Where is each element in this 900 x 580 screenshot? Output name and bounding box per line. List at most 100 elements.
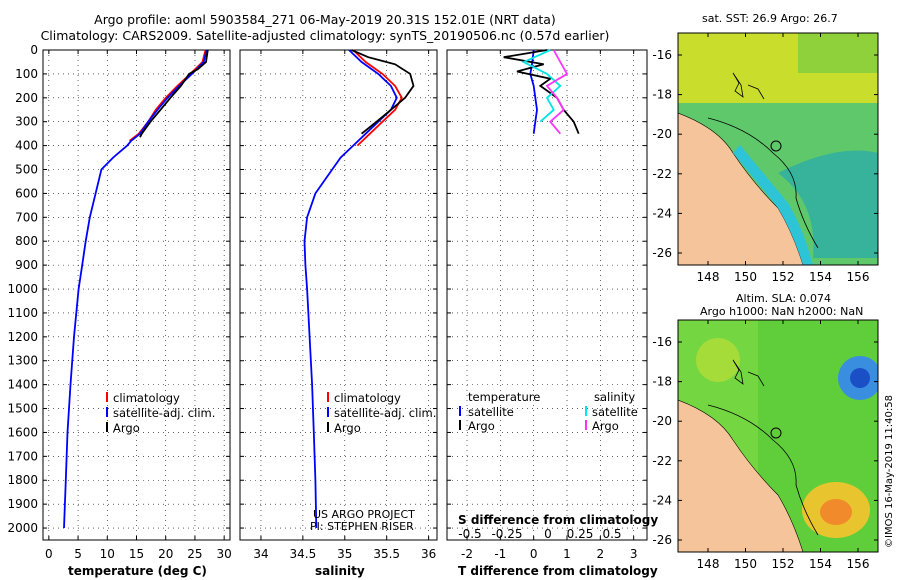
lon-tick-label: 148 bbox=[697, 557, 720, 571]
sal-legend-label: satellite-adj. clim. bbox=[334, 406, 436, 420]
lon-tick-label: 152 bbox=[772, 557, 795, 571]
diff-legend-label: Argo bbox=[592, 419, 619, 433]
series-climatology bbox=[128, 49, 207, 142]
xlabel-t-diff: T difference from climatology bbox=[458, 564, 658, 578]
diff-legend-label: satellite bbox=[468, 405, 514, 419]
x-tick-top-label: 0.5 bbox=[602, 527, 621, 541]
y-tick-label: 100 bbox=[15, 67, 38, 81]
temp-legend-label: climatology bbox=[113, 391, 180, 405]
y-tick-label: 400 bbox=[15, 139, 38, 153]
x-tick-label: 30 bbox=[217, 547, 232, 561]
sal-legend-label: climatology bbox=[334, 391, 401, 405]
x-tick-label: 10 bbox=[100, 547, 115, 561]
lon-tick-label: 150 bbox=[734, 557, 757, 571]
coastal-cool bbox=[733, 145, 813, 265]
sla-map-body bbox=[678, 320, 878, 552]
y-tick-label: 500 bbox=[15, 163, 38, 177]
y-tick-label: 1800 bbox=[7, 473, 38, 487]
lat-tick-label: -16 bbox=[652, 335, 672, 349]
y-tick-label: 1900 bbox=[7, 497, 38, 511]
y-tick-label: 1700 bbox=[7, 449, 38, 463]
y-tick-label: 900 bbox=[15, 258, 38, 272]
x-tick-label: 25 bbox=[187, 547, 202, 561]
warm-patch bbox=[798, 33, 878, 73]
diff-legend-label: satellite bbox=[592, 405, 638, 419]
y-tick-label: 300 bbox=[15, 115, 38, 129]
lon-tick-label: 148 bbox=[697, 270, 720, 284]
sla-map-title-1: Altim. SLA: 0.074 bbox=[736, 292, 832, 305]
chart-title-line2: Climatology: CARS2009. Satellite-adjuste… bbox=[40, 28, 610, 43]
shelf-contour bbox=[707, 117, 819, 249]
series-climatology bbox=[352, 49, 403, 147]
low-anomaly-core bbox=[850, 368, 870, 388]
reef-outlines bbox=[732, 72, 765, 100]
x-tick-top-label: 0 bbox=[544, 527, 552, 541]
series-argo bbox=[351, 49, 415, 135]
diff-legend-title-t: temperature bbox=[468, 390, 540, 404]
x-tick-top-label: 0.25 bbox=[567, 527, 594, 541]
x-tick-label: 36 bbox=[421, 547, 436, 561]
argo-location-marker bbox=[770, 140, 782, 152]
lat-tick-label: -22 bbox=[652, 454, 672, 468]
panel-frame-difference bbox=[446, 49, 648, 541]
y-tick-label: 700 bbox=[15, 210, 38, 224]
lon-tick-label: 156 bbox=[847, 557, 870, 571]
x-tick-label: 35 bbox=[337, 547, 352, 561]
x-tick-label: 34 bbox=[253, 547, 268, 561]
high-anomaly-core bbox=[820, 499, 852, 525]
sst-map-body bbox=[678, 33, 878, 265]
lon-tick-label: 152 bbox=[772, 270, 795, 284]
x-tick-label: -2 bbox=[461, 547, 473, 561]
lat-tick-label: -18 bbox=[652, 88, 672, 102]
lat-tick-label: -26 bbox=[652, 246, 672, 260]
lat-tick-label: -20 bbox=[652, 127, 672, 141]
lon-tick-label: 154 bbox=[809, 557, 832, 571]
cool-patch bbox=[778, 150, 878, 258]
argo-location-marker bbox=[770, 427, 782, 439]
x-tick-label: -1 bbox=[494, 547, 506, 561]
x-tick-label: 15 bbox=[129, 547, 144, 561]
temp-legend-label: Argo bbox=[113, 421, 140, 435]
land bbox=[678, 112, 804, 265]
y-tick-label: 800 bbox=[15, 234, 38, 248]
x-tick-top-label: -0.25 bbox=[491, 527, 522, 541]
annotation-pi: PI: STEPHEN RISER bbox=[310, 520, 414, 533]
series-satellite-adj-clim- bbox=[63, 49, 208, 529]
xlabel-salinity: salinity bbox=[315, 564, 365, 578]
x-tick-label: 35.5 bbox=[373, 547, 400, 561]
anomaly-nw bbox=[696, 338, 740, 382]
y-tick-label: 1100 bbox=[7, 306, 38, 320]
series-satellite-s- bbox=[521, 49, 562, 123]
xlabel-s-diff: S difference from climatology bbox=[458, 513, 658, 527]
x-tick-label: 0 bbox=[45, 547, 53, 561]
y-tick-label: 1000 bbox=[7, 282, 38, 296]
lon-tick-label: 150 bbox=[734, 270, 757, 284]
x-tick-label: 34.5 bbox=[290, 547, 317, 561]
x-tick-label: 20 bbox=[158, 547, 173, 561]
x-tick-label: 0 bbox=[530, 547, 538, 561]
lon-tick-label: 156 bbox=[847, 270, 870, 284]
shelf-contour bbox=[707, 404, 819, 536]
lat-tick-label: -18 bbox=[652, 375, 672, 389]
lat-tick-label: -24 bbox=[652, 206, 672, 220]
sst-map-title: sat. SST: 26.9 Argo: 26.7 bbox=[702, 12, 838, 25]
sla-map-frame bbox=[677, 319, 879, 553]
y-tick-label: 1600 bbox=[7, 425, 38, 439]
sal-legend-label: Argo bbox=[334, 421, 361, 435]
lon-tick-label: 154 bbox=[809, 270, 832, 284]
x-tick-label: 3 bbox=[630, 547, 638, 561]
x-tick-top-label: -0.5 bbox=[458, 527, 481, 541]
temp-legend-label: satellite-adj. clim. bbox=[113, 406, 215, 420]
sst-map-frame bbox=[677, 32, 879, 266]
lat-tick-label: -24 bbox=[652, 493, 672, 507]
x-tick-label: 5 bbox=[74, 547, 82, 561]
y-tick-label: 1200 bbox=[7, 330, 38, 344]
lat-tick-label: -26 bbox=[652, 533, 672, 547]
land bbox=[678, 399, 804, 552]
lat-tick-label: -16 bbox=[652, 48, 672, 62]
sst-map bbox=[677, 32, 879, 266]
credit-text: ©IMOS 16-May-2019 11:40:58 bbox=[884, 395, 895, 548]
y-tick-label: 1500 bbox=[7, 402, 38, 416]
x-tick-label: 1 bbox=[563, 547, 571, 561]
